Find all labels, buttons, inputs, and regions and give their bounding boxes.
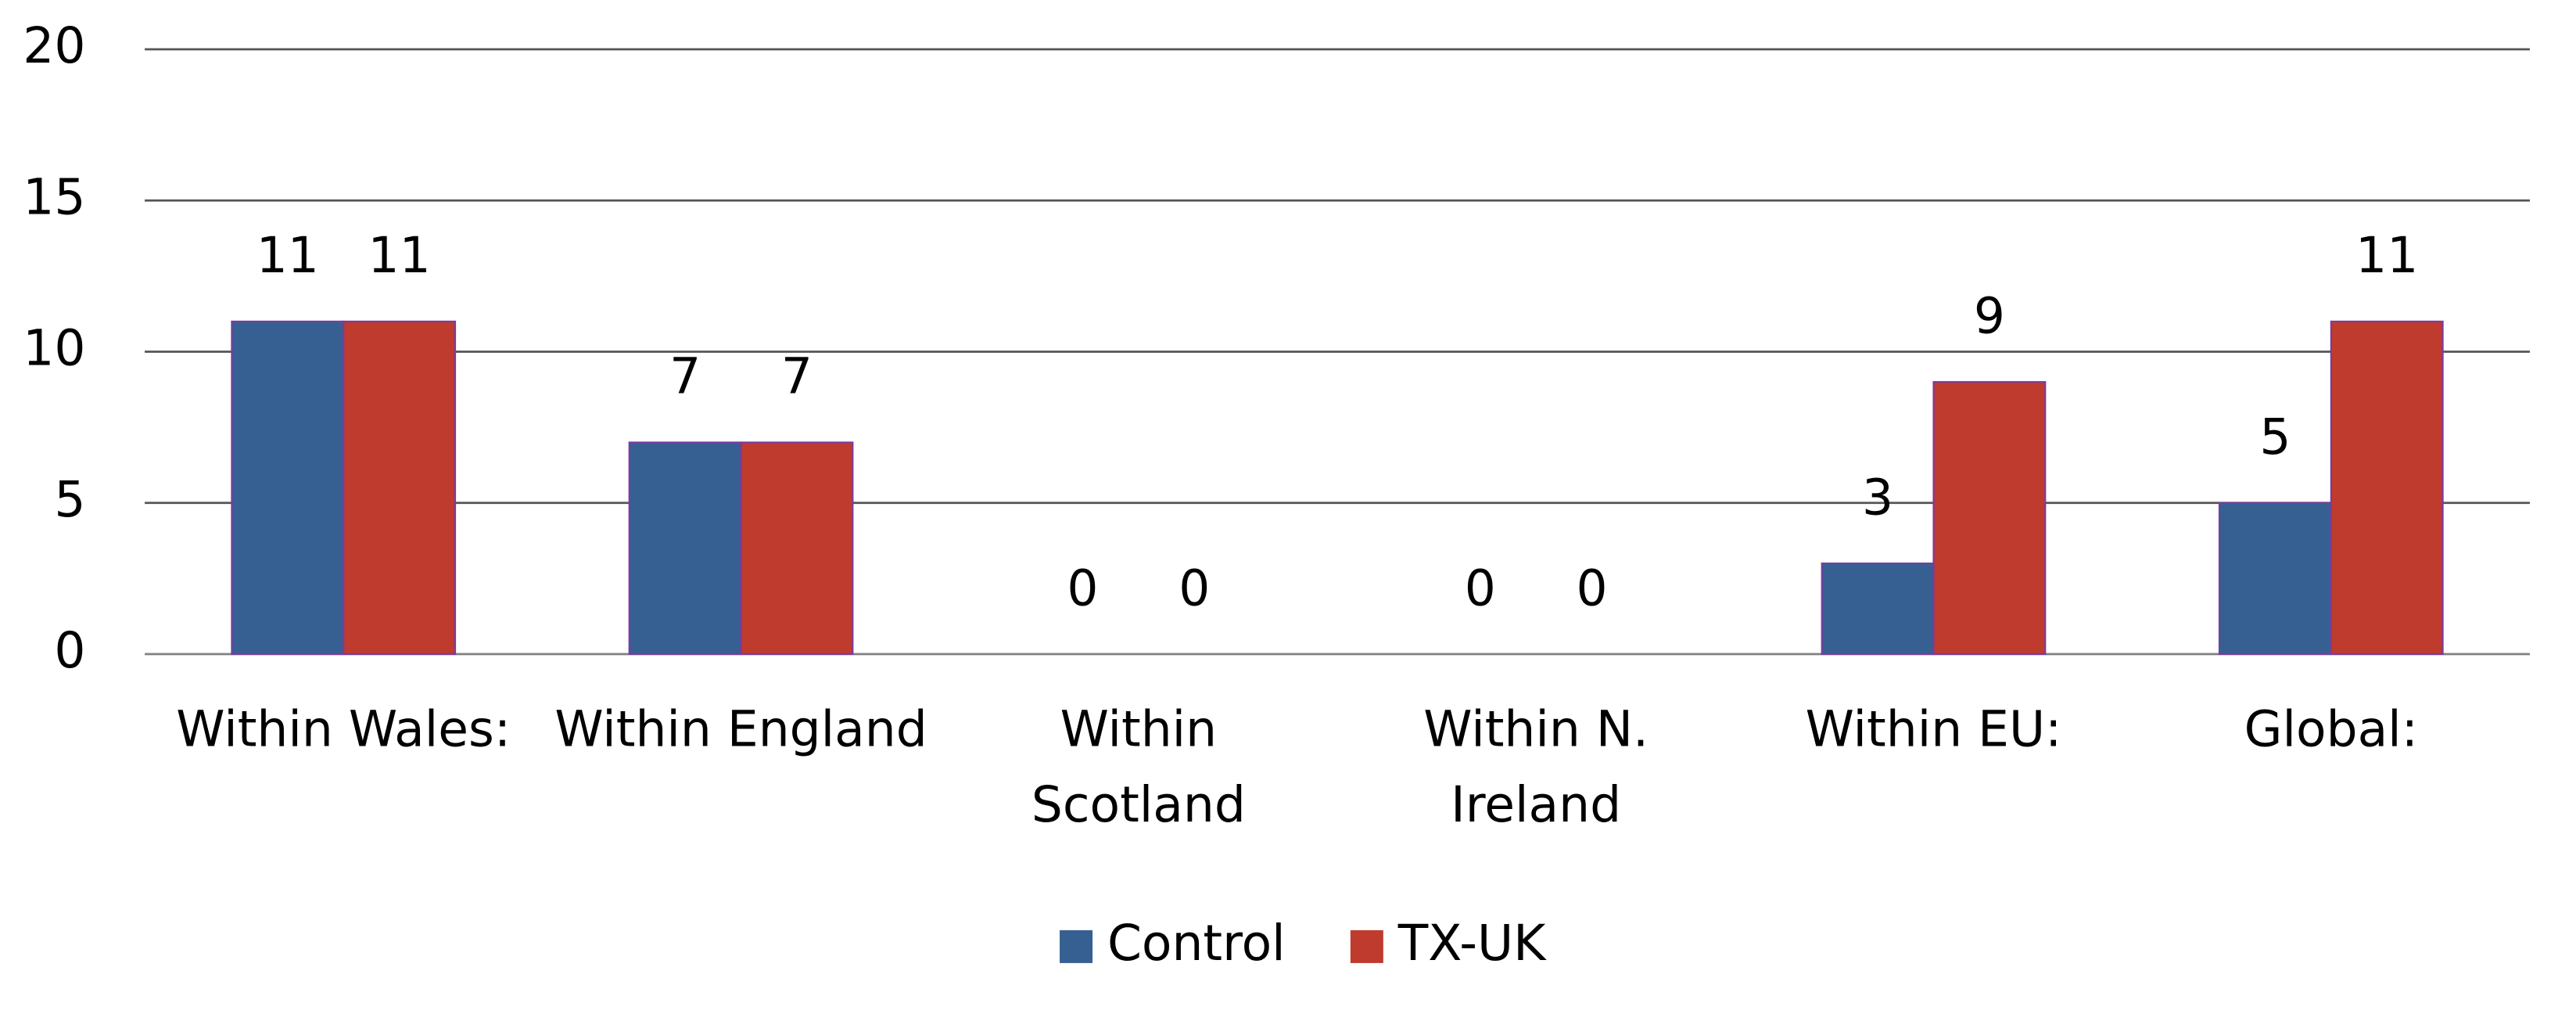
x-tick-label-box: Global: — [2244, 701, 2418, 760]
y-tick-label: 10 — [23, 320, 85, 377]
x-tick-label: Within England — [554, 701, 927, 760]
x-tick-label: Within Scotland — [1031, 701, 1246, 836]
x-tick-label: Within Wales: — [176, 701, 511, 760]
bar — [740, 441, 854, 656]
x-tick-label-box: Within England — [554, 701, 927, 760]
bar — [1932, 381, 2047, 656]
y-tick-label: 15 — [23, 168, 85, 225]
legend-swatch — [1350, 930, 1383, 963]
x-tick-label: Within N. Ireland — [1423, 701, 1649, 836]
value-label: 3 — [1862, 469, 1893, 526]
y-tick-label: 5 — [54, 471, 85, 528]
x-tick-label-box: Within EU: — [1805, 701, 2062, 760]
value-label: 7 — [781, 348, 813, 405]
legend-label: TX-UK — [1397, 915, 1547, 972]
x-tick-label: Within EU: — [1805, 701, 2062, 760]
value-label: 0 — [1179, 559, 1210, 617]
bar — [2330, 320, 2444, 656]
value-label: 9 — [1974, 287, 2005, 344]
bar — [1821, 562, 1935, 656]
value-label: 0 — [1465, 559, 1496, 617]
value-label: 0 — [1067, 559, 1098, 617]
value-label: 5 — [2259, 408, 2291, 466]
y-tick-label: 0 — [54, 622, 85, 679]
value-label: 11 — [2355, 227, 2418, 284]
x-tick-label-box: Within N. Ireland — [1423, 701, 1649, 836]
bar — [628, 441, 742, 656]
value-label: 11 — [257, 227, 319, 284]
x-tick-label: Global: — [2244, 701, 2418, 760]
bar — [231, 320, 345, 656]
value-label: 11 — [368, 227, 431, 284]
bar — [2218, 502, 2332, 656]
legend-swatch — [1060, 930, 1093, 963]
x-tick-label-box: Within Scotland — [1031, 701, 1246, 836]
value-label: 0 — [1577, 559, 1608, 617]
value-label: 7 — [669, 348, 701, 405]
x-tick-label-box: Within Wales: — [176, 701, 511, 760]
legend-label: Control — [1107, 915, 1286, 972]
y-tick-label: 20 — [23, 17, 85, 74]
bar — [343, 320, 457, 656]
